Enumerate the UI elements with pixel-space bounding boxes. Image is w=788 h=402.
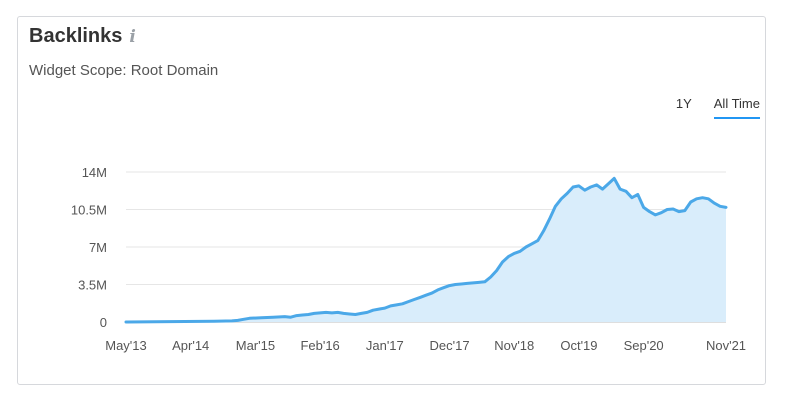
y-tick-label: 3.5M: [78, 278, 107, 293]
x-tick-label: Dec'17: [429, 338, 469, 353]
series-line: [124, 176, 728, 324]
widget-scope-label: Widget Scope: Root Domain: [29, 62, 219, 79]
y-tick-label: 0: [100, 315, 107, 330]
x-tick-label: Mar'15: [236, 338, 275, 353]
x-tick-label: Oct'19: [560, 338, 597, 353]
x-tick-label: May'13: [105, 338, 147, 353]
y-tick-label: 10.5M: [71, 203, 107, 218]
y-tick-label: 14M: [82, 165, 107, 180]
y-tick-labels: 0 3.5M 7M 10.5M 14M: [71, 165, 107, 330]
y-tick-label: 7M: [89, 240, 107, 255]
x-tick-label: Jan'17: [366, 338, 404, 353]
x-tick-label: Nov'21: [706, 338, 746, 353]
tab-1y[interactable]: 1Y: [675, 96, 692, 111]
widget-title: Backlinks i: [29, 25, 136, 48]
x-tick-label: Apr'14: [172, 338, 209, 353]
x-tick-label: Feb'16: [300, 338, 339, 353]
time-range-tabs: 1Y All Time: [676, 96, 760, 119]
tab-all-time[interactable]: All Time: [713, 96, 760, 119]
series-area: [126, 178, 726, 322]
x-tick-label: Sep'20: [624, 338, 664, 353]
x-tick-label: Nov'18: [494, 338, 534, 353]
widget-title-text: Backlinks: [29, 25, 123, 47]
info-icon[interactable]: i: [129, 27, 136, 47]
x-tick-labels: May'13 Apr'14 Mar'15 Feb'16 Jan'17 Dec'17 Nov'…: [105, 338, 746, 353]
